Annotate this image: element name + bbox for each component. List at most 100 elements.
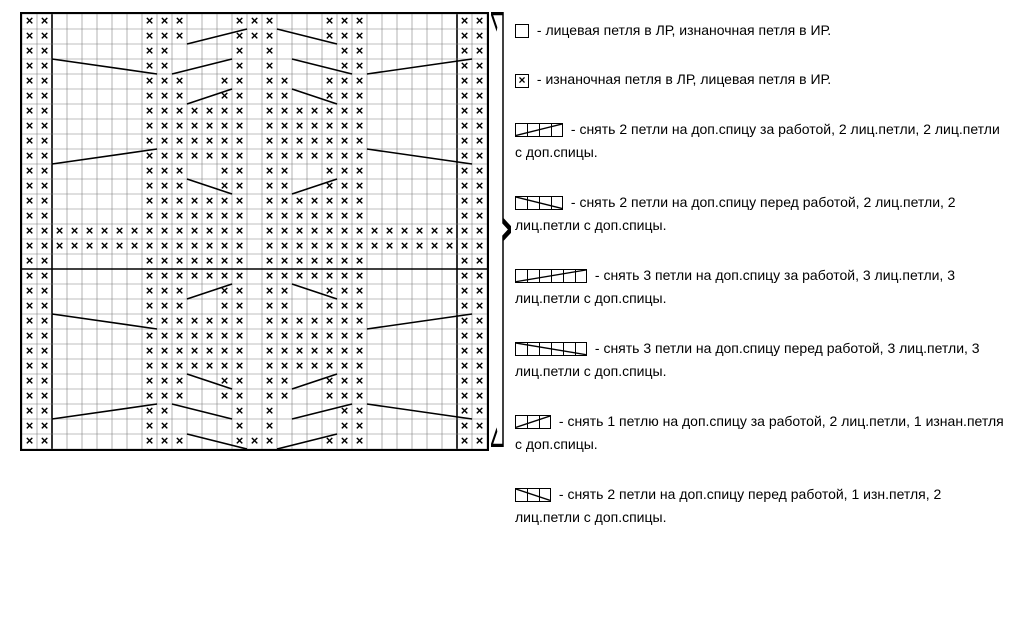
stitch-purl-icon: ×	[157, 179, 172, 194]
stitch-purl-icon: ×	[277, 194, 292, 209]
stitch-purl-icon: ×	[292, 329, 307, 344]
stitch-purl-icon: ×	[292, 239, 307, 254]
stitch-purl-icon: ×	[322, 434, 337, 449]
stitch-purl-icon: ×	[337, 209, 352, 224]
stitch-purl-icon: ×	[352, 149, 367, 164]
stitch-purl-icon: ×	[337, 194, 352, 209]
stitch-purl-icon: ×	[37, 89, 52, 104]
stitch-purl-icon: ×	[172, 254, 187, 269]
stitch-purl-icon: ×	[292, 104, 307, 119]
stitch-purl-icon: ×	[142, 134, 157, 149]
stitch-purl-icon: ×	[277, 209, 292, 224]
stitch-purl-icon: ×	[157, 404, 172, 419]
stitch-purl-icon: ×	[337, 269, 352, 284]
stitch-purl-icon: ×	[172, 104, 187, 119]
stitch-purl-icon: ×	[37, 164, 52, 179]
stitch-purl-icon: ×	[277, 284, 292, 299]
stitch-purl-icon: ×	[457, 344, 472, 359]
stitch-purl-icon: ×	[37, 209, 52, 224]
stitch-purl-icon: ×	[22, 164, 37, 179]
stitch-purl-icon: ×	[337, 29, 352, 44]
stitch-purl-icon: ×	[157, 119, 172, 134]
stitch-purl-icon: ×	[202, 269, 217, 284]
stitch-purl-icon: ×	[37, 284, 52, 299]
stitch-purl-icon: ×	[187, 119, 202, 134]
stitch-purl-icon: ×	[217, 254, 232, 269]
stitch-purl-icon: ×	[232, 254, 247, 269]
stitch-purl-icon: ×	[292, 344, 307, 359]
stitch-purl-icon: ×	[172, 389, 187, 404]
stitch-purl-icon: ×	[67, 224, 82, 239]
stitch-purl-icon: ×	[37, 149, 52, 164]
stitch-purl-icon: ×	[157, 254, 172, 269]
stitch-purl-icon: ×	[232, 314, 247, 329]
stitch-purl-icon: ×	[172, 89, 187, 104]
stitch-purl-icon: ×	[277, 299, 292, 314]
stitch-purl-icon: ×	[142, 374, 157, 389]
stitch-purl-icon: ×	[337, 164, 352, 179]
stitch-purl-icon: ×	[52, 239, 67, 254]
stitch-purl-icon: ×	[352, 134, 367, 149]
stitch-purl-icon: ×	[172, 314, 187, 329]
stitch-purl-icon: ×	[37, 239, 52, 254]
stitch-purl-icon: ×	[352, 299, 367, 314]
stitch-purl-icon: ×	[187, 359, 202, 374]
stitch-purl-icon: ×	[142, 299, 157, 314]
stitch-purl-icon: ×	[157, 104, 172, 119]
stitch-purl-icon: ×	[472, 44, 487, 59]
stitch-purl-icon: ×	[262, 134, 277, 149]
stitch-purl-icon: ×	[457, 419, 472, 434]
stitch-purl-icon: ×	[37, 59, 52, 74]
stitch-purl-icon: ×	[142, 104, 157, 119]
stitch-purl-icon: ×	[142, 359, 157, 374]
stitch-purl-icon: ×	[217, 194, 232, 209]
stitch-purl-icon: ×	[247, 29, 262, 44]
stitch-purl-icon: ×	[22, 179, 37, 194]
x-box-icon	[515, 74, 529, 88]
cable4-back-icon	[515, 123, 563, 137]
stitch-purl-icon: ×	[337, 434, 352, 449]
stitch-purl-icon: ×	[127, 239, 142, 254]
stitch-purl-icon: ×	[232, 14, 247, 29]
stitch-purl-icon: ×	[37, 254, 52, 269]
stitch-purl-icon: ×	[142, 284, 157, 299]
stitch-purl-icon: ×	[217, 389, 232, 404]
stitch-purl-icon: ×	[337, 224, 352, 239]
stitch-purl-icon: ×	[22, 119, 37, 134]
stitch-purl-icon: ×	[352, 44, 367, 59]
stitch-purl-icon: ×	[457, 194, 472, 209]
stitch-purl-icon: ×	[262, 89, 277, 104]
stitch-purl-icon: ×	[322, 134, 337, 149]
stitch-purl-icon: ×	[37, 14, 52, 29]
stitch-purl-icon: ×	[352, 89, 367, 104]
stitch-purl-icon: ×	[457, 29, 472, 44]
stitch-purl-icon: ×	[157, 149, 172, 164]
stitch-purl-icon: ×	[322, 239, 337, 254]
stitch-purl-icon: ×	[112, 224, 127, 239]
stitch-purl-icon: ×	[37, 74, 52, 89]
stitch-purl-icon: ×	[232, 89, 247, 104]
stitch-purl-icon: ×	[322, 344, 337, 359]
stitch-purl-icon: ×	[277, 344, 292, 359]
stitch-purl-icon: ×	[217, 344, 232, 359]
stitch-purl-icon: ×	[142, 209, 157, 224]
stitch-purl-icon: ×	[217, 89, 232, 104]
stitch-purl-icon: ×	[457, 434, 472, 449]
stitch-purl-icon: ×	[232, 419, 247, 434]
stitch-purl-icon: ×	[307, 239, 322, 254]
stitch-purl-icon: ×	[157, 14, 172, 29]
stitch-purl-icon: ×	[22, 419, 37, 434]
stitch-purl-icon: ×	[142, 194, 157, 209]
stitch-purl-icon: ×	[22, 374, 37, 389]
stitch-purl-icon: ×	[472, 74, 487, 89]
stitch-purl-icon: ×	[472, 89, 487, 104]
legend: - лицевая петля в ЛР, изнаночная петля в…	[515, 12, 1004, 529]
knitting-chart: ××××××××××××××××××××××××××××××××××××××××…	[20, 12, 489, 451]
stitch-purl-icon: ×	[337, 329, 352, 344]
stitch-purl-icon: ×	[352, 434, 367, 449]
stitch-purl-icon: ×	[337, 59, 352, 74]
stitch-purl-icon: ×	[322, 179, 337, 194]
stitch-purl-icon: ×	[457, 74, 472, 89]
stitch-purl-icon: ×	[472, 344, 487, 359]
chart-container: ××××××××××××××××××××××××××××××××××××××××…	[20, 12, 489, 529]
